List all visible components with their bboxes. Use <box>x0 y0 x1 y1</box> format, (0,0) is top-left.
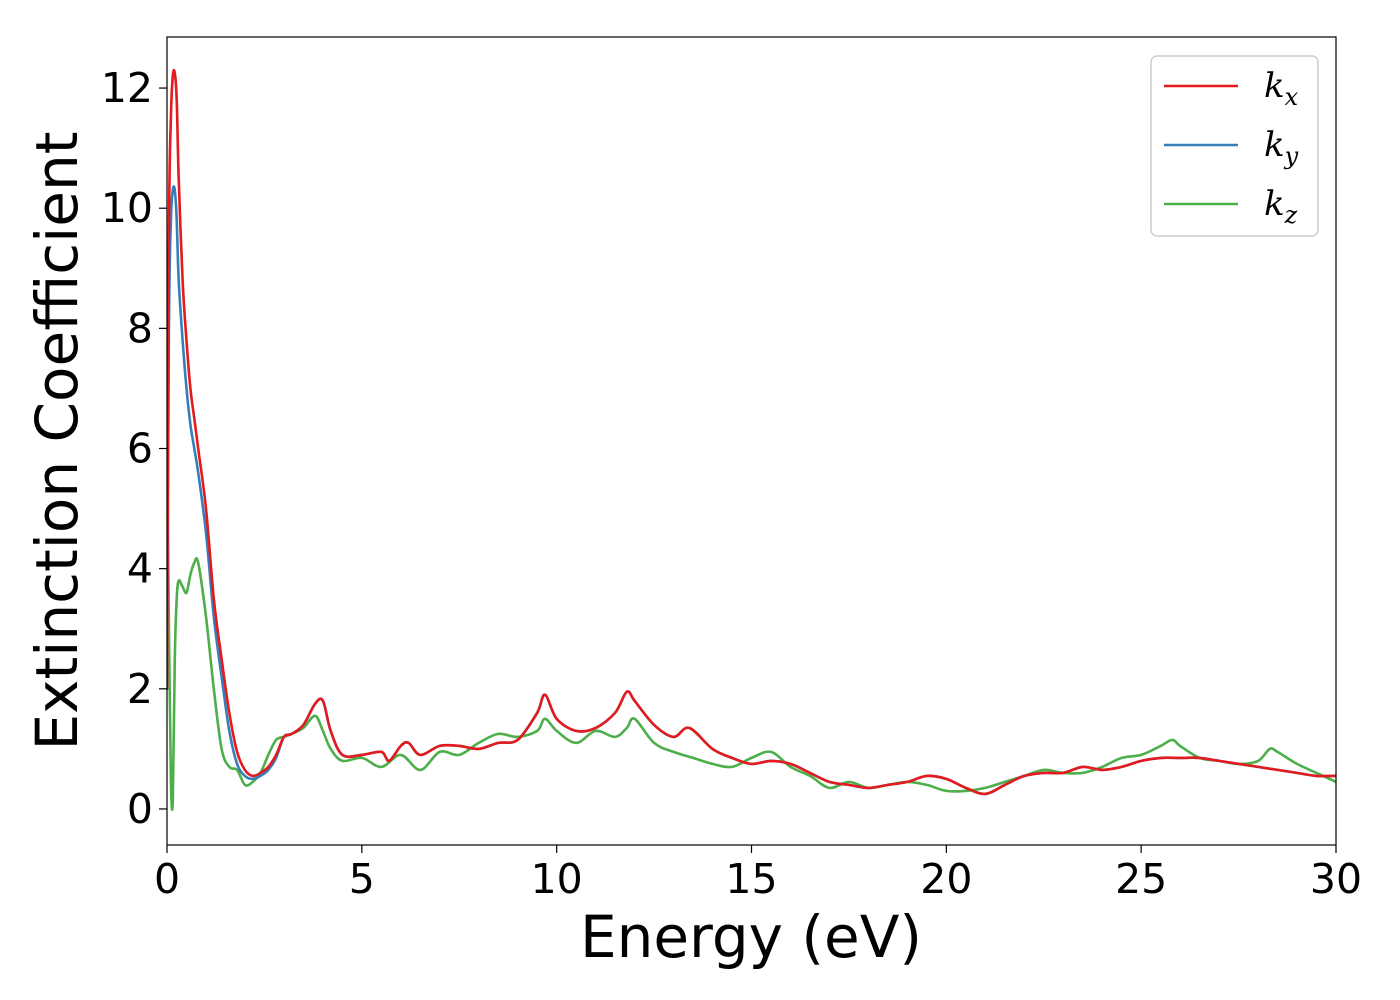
y-tick-label: 6 <box>127 425 153 473</box>
legend-label-kz: kz <box>1264 184 1298 229</box>
x-tick-label: 30 <box>1310 855 1362 903</box>
y-tick-label: 12 <box>101 64 153 112</box>
legend-label-subscript: z <box>1284 201 1298 229</box>
x-axis-label: Energy (eV) <box>580 903 922 971</box>
y-tick-label: 4 <box>127 545 153 593</box>
legend-label-base: k <box>1264 184 1285 224</box>
y-axis: 0 2 4 6 8 10 12 <box>101 64 167 833</box>
legend-label-ky: ky <box>1264 125 1299 170</box>
series-layer <box>167 68 1336 811</box>
x-tick-label: 20 <box>920 855 972 903</box>
x-tick-label: 25 <box>1115 855 1167 903</box>
legend-label-subscript: x <box>1285 83 1299 111</box>
x-axis: 0 5 10 15 20 25 30 <box>154 845 1362 903</box>
legend-label-kx: kx <box>1264 66 1299 111</box>
legend-label-base: k <box>1264 125 1285 165</box>
series-line-kx <box>167 68 1336 796</box>
legend-label-base: k <box>1264 66 1285 106</box>
x-tick-label: 10 <box>531 855 583 903</box>
x-tick-label: 5 <box>349 855 375 903</box>
y-tick-label: 0 <box>127 785 153 833</box>
y-tick-label: 10 <box>101 184 153 232</box>
y-axis-label: Extinction Coefficient <box>23 132 91 751</box>
y-tick-label: 8 <box>127 304 153 352</box>
x-tick-label: 15 <box>725 855 777 903</box>
legend-label-subscript: y <box>1284 142 1299 170</box>
series-line-kz <box>167 417 1336 811</box>
x-tick-label: 0 <box>154 855 180 903</box>
y-tick-label: 2 <box>127 665 153 713</box>
